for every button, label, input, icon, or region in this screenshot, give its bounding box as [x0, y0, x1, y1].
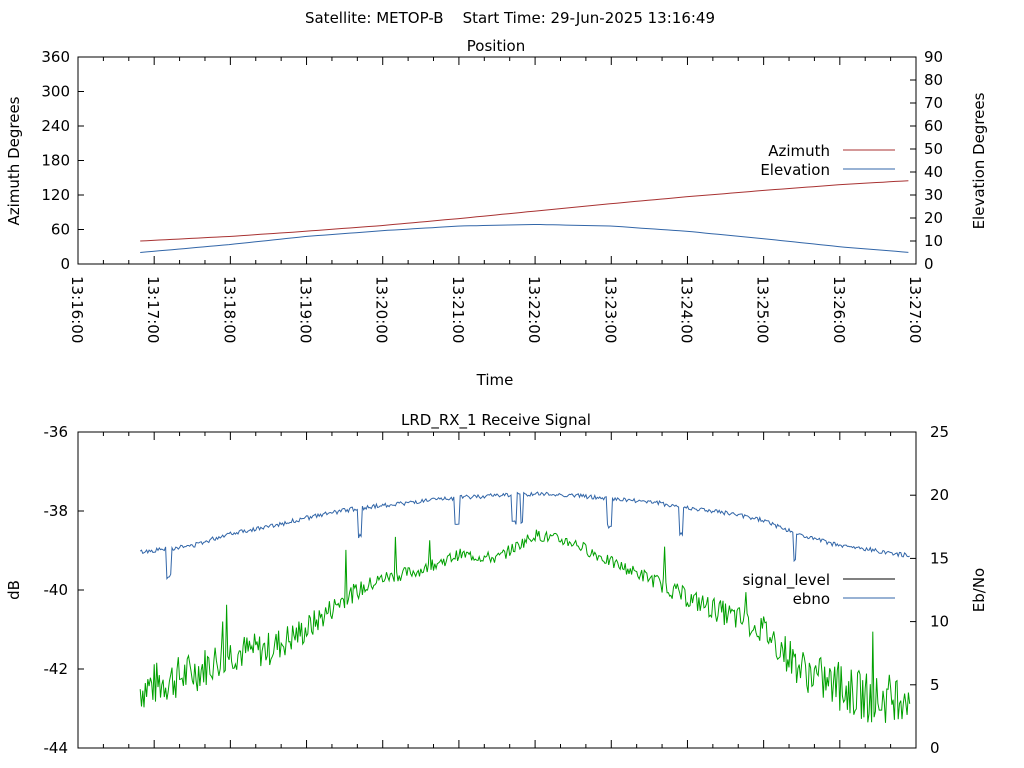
y2-tick-label: 20 [924, 209, 943, 227]
y2-tick-label: 10 [924, 232, 943, 250]
signal-y2-axis: 0 5 10 15 20 25 [910, 423, 949, 757]
x-tick-label: 13:21:00 [449, 276, 467, 343]
series-line-azimuth [140, 180, 909, 242]
x-tick-label: 13:20:00 [373, 276, 391, 343]
legend-label-azimuth: Azimuth [768, 142, 830, 160]
position-y2-axis: 0 10 20 30 40 50 60 70 80 90 [910, 48, 943, 273]
signal-y-axis: -44 -42 -40 -38 -36 [44, 423, 84, 757]
y2-tick-label: 80 [924, 71, 943, 89]
y-tick-label: -42 [44, 660, 69, 678]
x-tick-label: 13:23:00 [601, 276, 619, 343]
y-tick-label: 0 [60, 255, 70, 273]
position-x-axis-label: Time [476, 371, 514, 389]
y2-tick-label: 40 [924, 163, 943, 181]
x-tick-label: 13:18:00 [220, 276, 238, 343]
y2-tick-label: 5 [930, 676, 940, 694]
y2-tick-label: 50 [924, 140, 943, 158]
series-line-elevation [140, 224, 909, 253]
x-tick-label: 13:24:00 [677, 276, 695, 343]
y2-tick-label: 25 [930, 423, 949, 441]
position-series [140, 180, 909, 253]
position-y2-axis-label: Elevation Degrees [970, 92, 988, 229]
y2-tick-label: 30 [924, 186, 943, 204]
x-tick-label: 13:25:00 [754, 276, 772, 343]
signal-y2-axis-label: Eb/No [970, 568, 988, 612]
signal-x-axis [77, 432, 917, 748]
y2-tick-label: 20 [930, 486, 949, 504]
y-tick-label: 360 [41, 48, 70, 66]
signal-series [139, 491, 911, 723]
y-tick-label: 180 [41, 152, 70, 170]
position-legend: Azimuth Elevation [760, 142, 895, 179]
y-tick-label: -38 [44, 502, 69, 520]
x-tick-label: 13:19:00 [297, 276, 315, 343]
y2-tick-label: 0 [930, 739, 940, 757]
y2-tick-label: 15 [930, 549, 949, 567]
y2-tick-label: 10 [930, 613, 949, 631]
x-tick-label: 13:17:00 [144, 276, 162, 343]
y-tick-label: 300 [41, 83, 70, 101]
series-line-signal-level [139, 529, 911, 723]
y-tick-label: 60 [51, 221, 70, 239]
figure-title: Satellite: METOP-B Start Time: 29-Jun-20… [305, 9, 715, 27]
y-tick-label: 240 [41, 117, 70, 135]
series-line-ebno [139, 491, 910, 581]
signal-chart-title: LRD_RX_1 Receive Signal [401, 411, 591, 430]
x-tick-label: 13:27:00 [906, 276, 924, 343]
position-y-axis: 0 60 120 180 240 300 360 [41, 48, 84, 273]
signal-y-axis-label: dB [5, 580, 23, 600]
signal-chart: LRD_RX_1 Receive Signal -44-42-40-38-36 … [5, 411, 988, 757]
position-y-axis-label: Azimuth Degrees [5, 96, 23, 225]
position-chart-title: Position [467, 37, 525, 55]
signal-legend: signal_level ebno [742, 571, 895, 608]
y-tick-label: -44 [44, 739, 69, 757]
y-tick-label: -36 [44, 423, 69, 441]
legend-label-signal-level: signal_level [742, 571, 830, 590]
x-tick-label: 13:26:00 [830, 276, 848, 343]
y2-tick-label: 90 [924, 48, 943, 66]
y-tick-label: -40 [44, 581, 69, 599]
legend-label-elevation: Elevation [760, 161, 830, 179]
y2-tick-label: 70 [924, 94, 943, 112]
x-tick-label: 13:22:00 [525, 276, 543, 343]
y-tick-label: 120 [41, 186, 70, 204]
signal-plot-frame [77, 431, 917, 749]
y2-tick-label: 0 [924, 255, 934, 273]
position-x-axis: 13:16:00 13:17:00 13:18:00 13:19:00 13:20:00… [68, 57, 924, 343]
legend-label-ebno: ebno [793, 590, 830, 608]
y2-tick-label: 60 [924, 117, 943, 135]
position-chart: Position 0 60 120 180 240 300 360 0 10 20 30 40 50 6… [5, 37, 988, 389]
x-tick-label: 13:16:00 [68, 276, 86, 343]
